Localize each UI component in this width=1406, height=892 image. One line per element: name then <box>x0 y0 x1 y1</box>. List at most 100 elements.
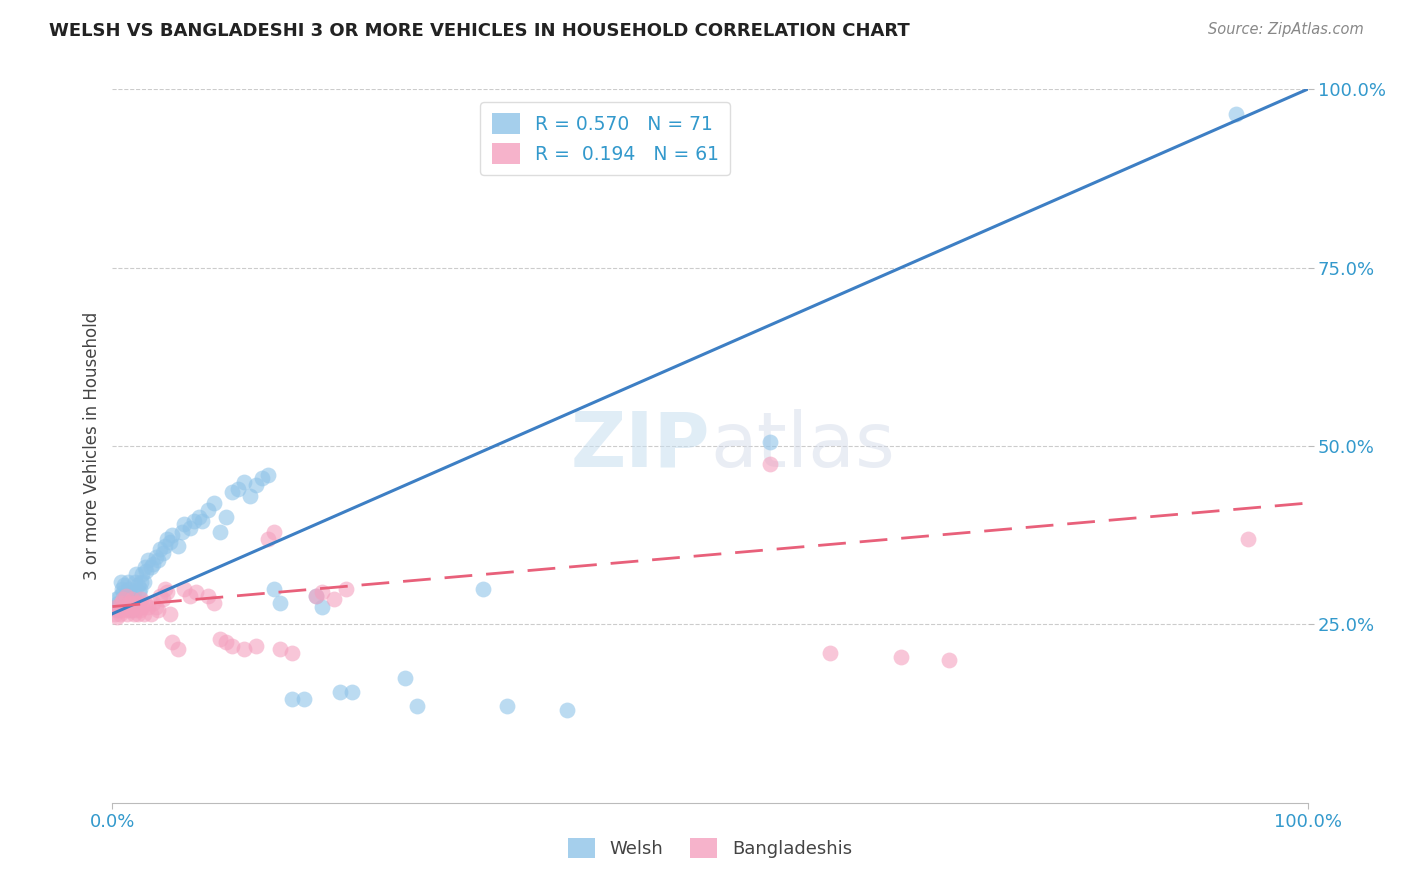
Welsh <box>135 564 157 578</box>
Welsh <box>105 603 128 617</box>
Welsh <box>202 496 225 510</box>
Welsh <box>406 699 429 714</box>
Welsh <box>121 592 143 607</box>
Welsh <box>107 596 129 610</box>
Text: Source: ZipAtlas.com: Source: ZipAtlas.com <box>1208 22 1364 37</box>
Bangladeshis <box>890 649 912 664</box>
Bangladeshis <box>114 599 135 614</box>
Welsh <box>759 435 782 450</box>
Bangladeshis <box>124 596 146 610</box>
Bangladeshis <box>245 639 267 653</box>
Bangladeshis <box>125 603 148 617</box>
Welsh <box>149 542 172 557</box>
Welsh <box>340 685 363 699</box>
Welsh <box>221 485 243 500</box>
Welsh <box>146 553 169 567</box>
Bangladeshis <box>121 599 143 614</box>
Welsh <box>394 671 416 685</box>
Bangladeshis <box>128 596 150 610</box>
Bangladeshis <box>146 603 169 617</box>
Bangladeshis <box>159 607 181 621</box>
Welsh <box>269 596 291 610</box>
Welsh <box>311 599 333 614</box>
Welsh <box>167 539 190 553</box>
Welsh <box>145 549 167 564</box>
Bangladeshis <box>162 635 183 649</box>
Welsh <box>108 589 131 603</box>
Bangladeshis <box>122 607 145 621</box>
Bangladeshis <box>129 592 152 607</box>
Bangladeshis <box>112 592 135 607</box>
Bangladeshis <box>145 599 167 614</box>
Bangladeshis <box>263 524 285 539</box>
Bangladeshis <box>202 596 225 610</box>
Bangladeshis <box>149 589 172 603</box>
Welsh <box>129 574 152 589</box>
Bangladeshis <box>215 635 238 649</box>
Bangladeshis <box>118 596 141 610</box>
Welsh <box>329 685 352 699</box>
Bangladeshis <box>311 585 333 599</box>
Welsh <box>124 574 146 589</box>
Bangladeshis <box>257 532 280 546</box>
Welsh <box>128 585 150 599</box>
Welsh <box>239 489 262 503</box>
Welsh <box>156 532 179 546</box>
Welsh <box>122 585 145 599</box>
Bangladeshis <box>938 653 960 667</box>
Welsh <box>226 482 249 496</box>
Y-axis label: 3 or more Vehicles in Household: 3 or more Vehicles in Household <box>83 312 101 580</box>
Welsh <box>153 539 176 553</box>
Bangladeshis <box>1237 532 1260 546</box>
Welsh <box>257 467 280 482</box>
Bangladeshis <box>197 589 219 603</box>
Welsh <box>127 578 149 592</box>
Welsh <box>159 535 181 549</box>
Bangladeshis <box>132 607 155 621</box>
Welsh <box>115 585 138 599</box>
Welsh <box>305 589 328 603</box>
Legend: Welsh, Bangladeshis: Welsh, Bangladeshis <box>561 830 859 865</box>
Welsh <box>134 560 156 574</box>
Welsh <box>125 567 148 582</box>
Welsh <box>142 557 165 571</box>
Bangladeshis <box>121 592 143 607</box>
Welsh <box>152 546 174 560</box>
Text: ZIP: ZIP <box>571 409 710 483</box>
Welsh <box>139 560 162 574</box>
Bangladeshis <box>186 585 208 599</box>
Welsh <box>129 582 152 596</box>
Welsh <box>179 521 201 535</box>
Welsh <box>138 553 160 567</box>
Welsh <box>209 524 232 539</box>
Bangladeshis <box>138 599 160 614</box>
Welsh <box>170 524 193 539</box>
Bangladeshis <box>156 585 179 599</box>
Welsh <box>472 582 495 596</box>
Welsh <box>496 699 519 714</box>
Welsh <box>215 510 238 524</box>
Bangladeshis <box>105 610 128 624</box>
Bangladeshis <box>305 589 328 603</box>
Welsh <box>173 517 195 532</box>
Bangladeshis <box>322 592 344 607</box>
Welsh <box>555 703 578 717</box>
Bangladeshis <box>152 592 174 607</box>
Welsh <box>120 592 142 607</box>
Welsh <box>292 692 315 706</box>
Bangladeshis <box>167 642 190 657</box>
Bangladeshis <box>120 603 142 617</box>
Welsh <box>112 585 135 599</box>
Welsh <box>105 592 128 607</box>
Bangladeshis <box>129 603 152 617</box>
Bangladeshis <box>107 603 129 617</box>
Welsh <box>162 528 183 542</box>
Bangladeshis <box>111 603 134 617</box>
Welsh <box>110 574 132 589</box>
Bangladeshis <box>131 599 153 614</box>
Bangladeshis <box>233 642 256 657</box>
Bangladeshis <box>108 607 131 621</box>
Bangladeshis <box>759 457 782 471</box>
Bangladeshis <box>142 596 165 610</box>
Bangladeshis <box>104 607 127 621</box>
